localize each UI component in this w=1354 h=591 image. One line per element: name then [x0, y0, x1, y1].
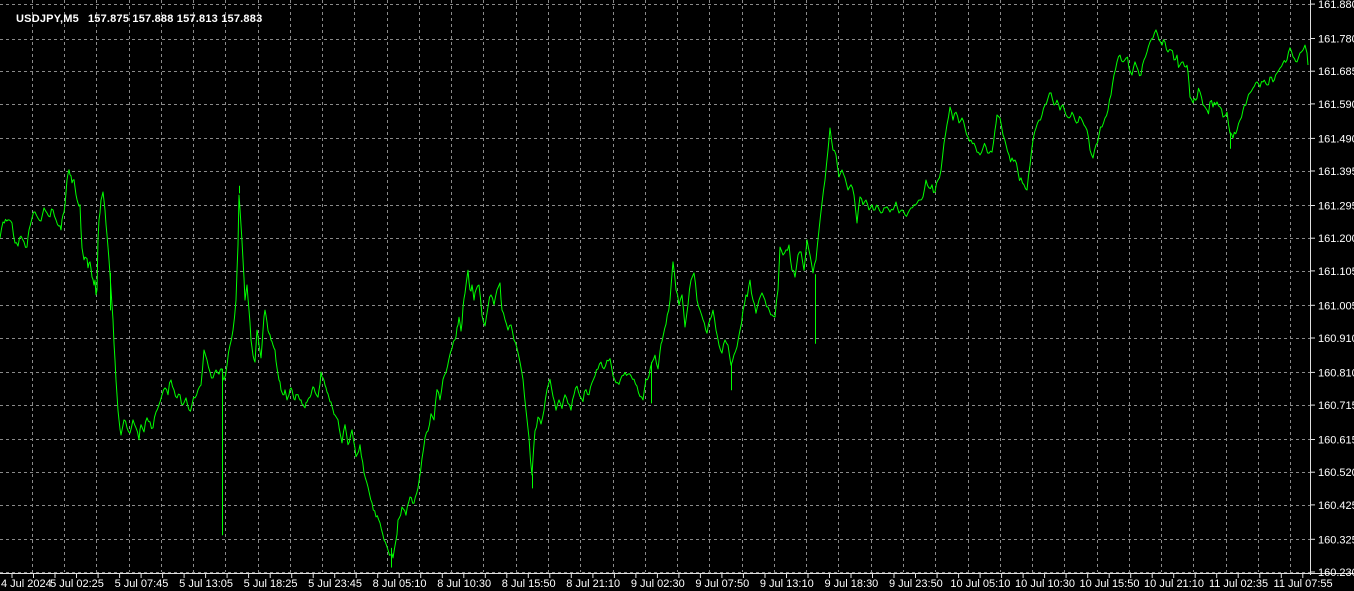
time-axis-label: 10 Jul 10:30	[1015, 578, 1075, 590]
price-axis-label: 160.425	[1318, 500, 1354, 512]
time-axis-label: 5 Jul 23:45	[308, 578, 362, 590]
price-axis-label: 160.910	[1318, 333, 1354, 345]
time-axis-label: 5 Jul 07:45	[115, 578, 169, 590]
chart-quote-line: USDJPY,M5 157.875 157.888 157.813 157.883	[3, 1, 262, 37]
price-axis-label: 161.200	[1318, 233, 1354, 245]
price-axis-label: 161.105	[1318, 266, 1354, 278]
price-axis-label: 160.520	[1318, 467, 1354, 479]
time-axis-label: 9 Jul 13:10	[760, 578, 814, 590]
time-axis-label: 8 Jul 10:30	[437, 578, 491, 590]
time-axis-label: 4 Jul 2024	[1, 578, 52, 590]
price-axis-label: 161.880	[1318, 0, 1354, 11]
time-axis-label: 11 Jul 02:35	[1209, 578, 1268, 590]
time-axis-label: 10 Jul 05:10	[950, 578, 1010, 590]
time-axis-label: 5 Jul 13:05	[179, 578, 233, 590]
price-axis-label: 160.810	[1318, 367, 1354, 379]
price-series-path	[0, 29, 1309, 559]
price-axis-label: 160.715	[1318, 400, 1354, 412]
price-axis-label: 161.490	[1318, 133, 1354, 145]
time-axis-label: 11 Jul 07:55	[1274, 578, 1333, 590]
symbol-timeframe-label: USDJPY,M5	[16, 13, 79, 25]
time-axis-label: 10 Jul 15:50	[1080, 578, 1140, 590]
time-axis-label: 8 Jul 05:10	[373, 578, 427, 590]
time-axis-label: 9 Jul 02:30	[631, 578, 685, 590]
price-axis-label: 160.615	[1318, 435, 1354, 447]
price-axis-label: 161.005	[1318, 300, 1354, 312]
time-axis-label: 5 Jul 02:25	[50, 578, 104, 590]
time-axis-label: 8 Jul 15:50	[502, 578, 556, 590]
time-axis-label: 10 Jul 21:10	[1144, 578, 1204, 590]
price-axis-label: 161.395	[1318, 166, 1354, 178]
time-axis-label: 5 Jul 18:25	[244, 578, 298, 590]
price-axis-label: 160.230	[1318, 567, 1354, 579]
time-axis-label: 9 Jul 18:30	[824, 578, 878, 590]
time-axis-label: 9 Jul 23:50	[889, 578, 943, 590]
price-axis-label: 161.590	[1318, 99, 1354, 111]
price-axis-label: 161.295	[1318, 201, 1354, 213]
price-axis-label: 161.780	[1318, 34, 1354, 46]
time-axis-label: 9 Jul 07:50	[695, 578, 749, 590]
ohlc-quote-values: 157.875 157.888 157.813 157.883	[87, 13, 263, 25]
time-axis-label: 8 Jul 21:10	[566, 578, 620, 590]
price-axis-label: 161.685	[1318, 66, 1354, 78]
price-axis-label: 160.325	[1318, 534, 1354, 546]
